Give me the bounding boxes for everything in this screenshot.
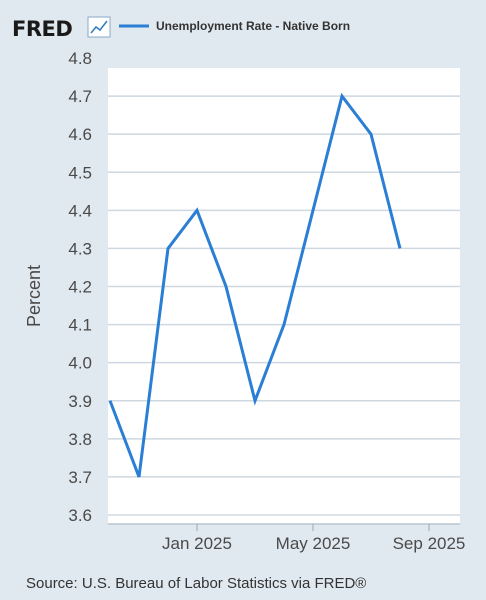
legend-label: Unemployment Rate - Native Born (156, 19, 350, 33)
x-tick-label: Jan 2025 (162, 534, 232, 553)
y-tick-label: 3.6 (68, 506, 92, 525)
y-tick-label: 4.2 (68, 278, 92, 297)
source-note: Source: U.S. Bureau of Labor Statistics … (26, 575, 366, 592)
plot-area (108, 68, 460, 524)
x-axis: Jan 2025 May 2025 Sep 2025 (162, 524, 465, 553)
brand-logo[interactable]: FRED (12, 17, 73, 41)
line-chart-icon (87, 16, 111, 38)
y-tick-label: 3.8 (68, 430, 92, 449)
y-tick-label: 4.7 (68, 87, 92, 106)
y-tick-label: 4.3 (68, 239, 92, 258)
y-tick-label: 3.7 (68, 468, 92, 487)
y-tick-label: 4.1 (68, 316, 92, 335)
y-axis: 3.6 3.7 3.8 3.9 4.0 4.1 4.2 4.3 4.4 4.5 4.6 4.7 4.8 (68, 49, 92, 525)
x-tick-label: May 2025 (276, 534, 351, 553)
y-tick-label: 4.0 (68, 354, 92, 373)
y-tick-label: 3.9 (68, 392, 92, 411)
header: FRED Unemployment Rate - Native Born (12, 16, 350, 41)
y-axis-label: Percent (24, 265, 44, 327)
series-layer (108, 92, 402, 478)
y-tick-label: 4.6 (68, 125, 92, 144)
x-tick-label: Sep 2025 (393, 534, 466, 553)
y-tick-label: 4.8 (68, 49, 92, 68)
series-line (108, 92, 402, 478)
y-tick-label: 4.5 (68, 163, 92, 182)
y-tick-label: 4.4 (68, 201, 92, 220)
